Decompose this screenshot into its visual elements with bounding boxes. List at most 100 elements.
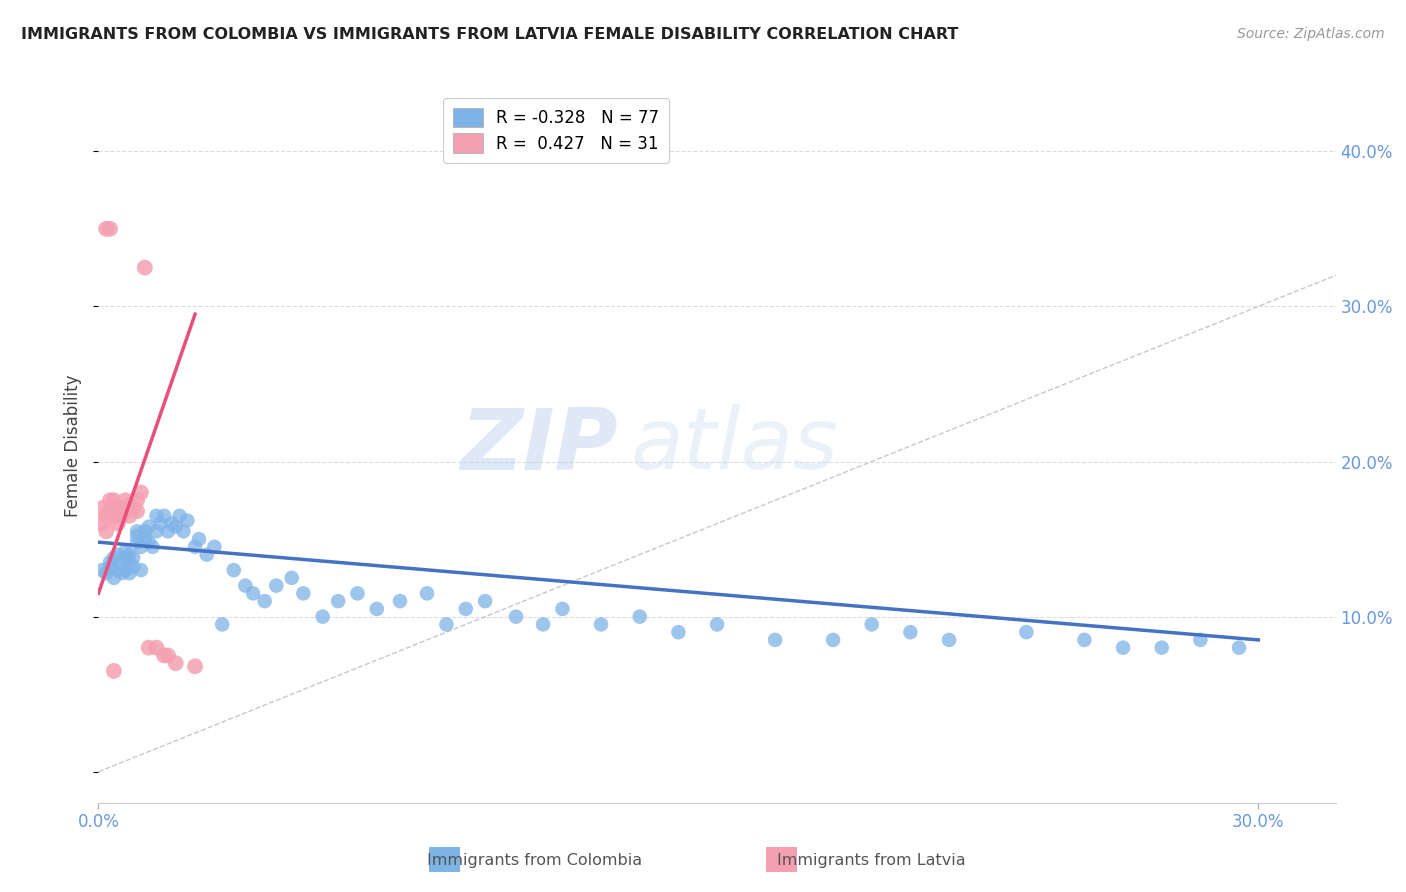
Point — [505, 609, 527, 624]
Point — [122, 560, 145, 574]
Point — [860, 617, 883, 632]
Point — [551, 602, 574, 616]
Point — [103, 571, 125, 585]
Y-axis label: Female Disability: Female Disability — [65, 375, 83, 517]
Point — [122, 550, 145, 565]
Point — [436, 617, 458, 632]
Text: IMMIGRANTS FROM COLOMBIA VS IMMIGRANTS FROM LATVIA FEMALE DISABILITY CORRELATION: IMMIGRANTS FROM COLOMBIA VS IMMIGRANTS F… — [21, 27, 959, 42]
Point — [134, 532, 156, 546]
Point — [165, 656, 187, 670]
Point — [222, 563, 245, 577]
Point — [153, 508, 176, 523]
Point — [281, 571, 304, 585]
Point — [149, 516, 172, 531]
Point — [118, 498, 141, 512]
Point — [107, 508, 129, 523]
Point — [127, 529, 149, 543]
Point — [118, 508, 141, 523]
Point — [474, 594, 496, 608]
Point — [454, 602, 477, 616]
Point — [1227, 640, 1250, 655]
Point — [98, 501, 121, 516]
Point — [129, 485, 152, 500]
Point — [668, 625, 690, 640]
Point — [96, 566, 118, 581]
Point — [706, 617, 728, 632]
Point — [366, 602, 388, 616]
Point — [1015, 625, 1038, 640]
Point — [107, 516, 129, 531]
Point — [96, 508, 118, 523]
Point — [1150, 640, 1173, 655]
Point — [91, 501, 114, 516]
Point — [388, 594, 412, 608]
Text: ZIP: ZIP — [460, 404, 619, 488]
Point — [98, 222, 121, 236]
Point — [591, 617, 613, 632]
Point — [96, 222, 118, 236]
Point — [127, 535, 149, 549]
Point — [103, 664, 125, 678]
Point — [531, 617, 554, 632]
Point — [346, 586, 368, 600]
Point — [107, 563, 129, 577]
Point — [103, 508, 125, 523]
Point — [188, 532, 211, 546]
Point — [184, 540, 207, 554]
Point — [111, 566, 134, 581]
Point — [172, 524, 194, 539]
Point — [763, 632, 786, 647]
Point — [312, 609, 335, 624]
Point — [142, 540, 165, 554]
Point — [107, 548, 129, 562]
Point — [114, 544, 136, 558]
Point — [235, 579, 257, 593]
Point — [91, 516, 114, 531]
Point — [122, 501, 145, 516]
Point — [138, 535, 160, 549]
Point — [98, 555, 121, 569]
Point — [98, 493, 121, 508]
Point — [134, 524, 156, 539]
Point — [1189, 632, 1212, 647]
Point — [1112, 640, 1135, 655]
Point — [111, 508, 134, 523]
Point — [111, 501, 134, 516]
Point — [114, 563, 136, 577]
Point — [96, 524, 118, 539]
Point — [145, 640, 167, 655]
Point — [195, 548, 218, 562]
Point — [242, 586, 264, 600]
Point — [138, 640, 160, 655]
Point — [138, 519, 160, 533]
Point — [111, 555, 134, 569]
Point — [153, 648, 176, 663]
Text: Immigrants from Latvia: Immigrants from Latvia — [778, 854, 966, 868]
Point — [157, 648, 180, 663]
Point — [127, 493, 149, 508]
Point — [129, 563, 152, 577]
Legend: R = -0.328   N = 77, R =  0.427   N = 31: R = -0.328 N = 77, R = 0.427 N = 31 — [443, 97, 669, 162]
Point — [292, 586, 315, 600]
Point — [628, 609, 651, 624]
Point — [176, 513, 198, 527]
Point — [114, 550, 136, 565]
Point — [160, 516, 183, 531]
Point — [107, 501, 129, 516]
Point — [1073, 632, 1095, 647]
Point — [114, 504, 136, 518]
Point — [253, 594, 276, 608]
Text: Immigrants from Colombia: Immigrants from Colombia — [426, 854, 643, 868]
Point — [266, 579, 288, 593]
Text: Source: ZipAtlas.com: Source: ZipAtlas.com — [1237, 27, 1385, 41]
Point — [157, 524, 180, 539]
Point — [114, 493, 136, 508]
Point — [103, 493, 125, 508]
Point — [129, 540, 152, 554]
Point — [184, 659, 207, 673]
Point — [127, 524, 149, 539]
Point — [204, 540, 226, 554]
Point — [134, 260, 156, 275]
Point — [118, 555, 141, 569]
Point — [169, 508, 191, 523]
